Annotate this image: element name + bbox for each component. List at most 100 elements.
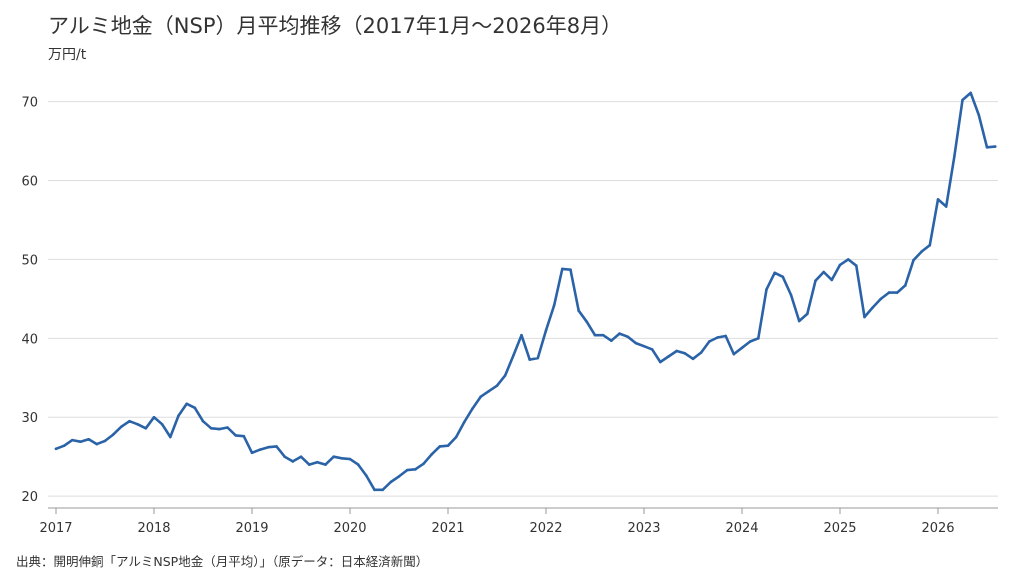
data-point — [79, 440, 82, 444]
x-tick-label: 2024 — [725, 521, 758, 536]
data-point — [985, 146, 989, 149]
data-point — [912, 258, 915, 262]
data-point — [708, 340, 711, 343]
x-tick-label: 2023 — [627, 521, 660, 536]
data-point — [797, 319, 801, 323]
data-point — [895, 291, 899, 294]
data-point — [414, 468, 417, 471]
gridlines — [48, 101, 998, 497]
data-point — [544, 329, 548, 332]
data-point — [626, 335, 629, 339]
data-point — [365, 474, 368, 477]
x-tick-label: 2026 — [921, 521, 954, 536]
data-point — [381, 488, 384, 492]
data-point — [887, 291, 891, 294]
data-point — [757, 337, 760, 340]
series-layer — [54, 91, 997, 492]
data-point — [299, 455, 303, 459]
data-point — [618, 332, 621, 335]
data-point — [340, 456, 344, 460]
data-point — [454, 435, 458, 439]
data-point — [177, 414, 180, 417]
data-point — [503, 374, 507, 377]
data-point — [201, 419, 205, 423]
data-point — [111, 433, 115, 436]
data-point — [389, 480, 393, 484]
data-point — [806, 312, 809, 316]
data-point — [552, 303, 556, 307]
data-point — [528, 358, 531, 361]
data-point — [634, 341, 638, 345]
data-point — [863, 315, 866, 319]
data-point — [961, 98, 964, 102]
data-point — [267, 445, 270, 449]
x-tick-label: 2019 — [235, 521, 268, 536]
x-tick-label: 2021 — [431, 521, 464, 536]
data-point — [512, 354, 515, 357]
data-point — [120, 425, 123, 429]
data-point — [585, 320, 589, 324]
data-point — [691, 357, 695, 361]
data-point — [495, 384, 499, 387]
data-point — [226, 426, 229, 429]
data-point — [944, 205, 948, 208]
data-point — [373, 488, 376, 492]
data-point — [258, 448, 262, 451]
data-point — [136, 423, 139, 426]
data-point — [169, 435, 172, 439]
data-point — [569, 268, 572, 271]
data-point — [601, 333, 605, 337]
data-point — [87, 438, 90, 441]
data-point — [838, 263, 842, 267]
data-point — [95, 442, 99, 446]
data-point — [430, 453, 433, 456]
data-point — [936, 198, 940, 201]
data-point — [822, 270, 825, 274]
data-point — [781, 275, 785, 279]
data-point — [904, 284, 907, 287]
data-point — [71, 438, 74, 442]
data-point — [699, 351, 703, 354]
data-point — [667, 355, 670, 358]
x-axis-ticks: 2017 2018 2019 2020 2021 2022 2023 2024 2025 2026 — [39, 508, 955, 536]
data-point — [209, 426, 213, 430]
data-point — [144, 426, 148, 430]
data-point — [479, 395, 482, 399]
x-tick-label: 2020 — [333, 521, 366, 536]
data-point — [969, 91, 972, 95]
data-point — [561, 267, 564, 271]
data-point — [732, 352, 736, 356]
data-point — [855, 264, 858, 268]
data-point — [218, 427, 221, 431]
y-axis-ticks: 20 30 40 50 60 70 — [21, 96, 38, 506]
data-point — [356, 463, 360, 466]
data-point — [307, 463, 311, 466]
data-point — [324, 463, 327, 466]
data-point — [830, 278, 834, 282]
data-point — [291, 460, 295, 463]
data-point — [953, 155, 956, 159]
data-point — [773, 271, 776, 275]
data-point — [103, 439, 107, 443]
data-point — [593, 333, 597, 337]
data-point — [128, 419, 131, 423]
y-tick-label: 20 — [21, 490, 38, 505]
data-point — [659, 360, 662, 364]
data-point — [275, 445, 278, 448]
x-tick-label: 2018 — [137, 521, 170, 536]
y-axis-unit-label: 万円/t — [48, 47, 87, 63]
data-point — [675, 349, 678, 353]
data-point — [724, 334, 727, 338]
data-point — [789, 293, 793, 297]
data-point — [977, 113, 981, 117]
data-point — [152, 415, 156, 419]
data-point — [250, 451, 254, 455]
chart-title: アルミ地金（NSP）月平均推移（2017年1月〜2026年8月） — [48, 14, 623, 38]
x-tick-label: 2022 — [529, 521, 562, 536]
y-tick-label: 40 — [21, 332, 38, 347]
data-point — [463, 420, 466, 424]
data-point — [446, 444, 450, 447]
data-point — [610, 339, 613, 342]
data-point — [242, 434, 246, 438]
